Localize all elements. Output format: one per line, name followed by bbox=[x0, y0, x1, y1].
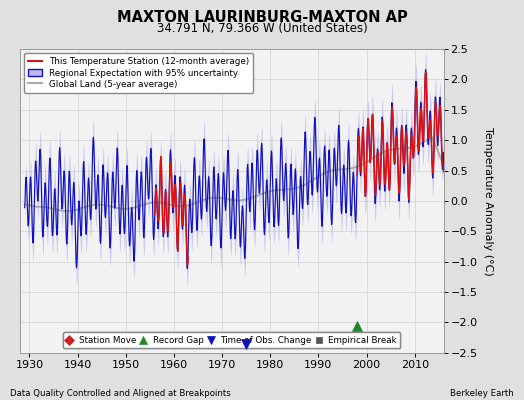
Text: Data Quality Controlled and Aligned at Breakpoints: Data Quality Controlled and Aligned at B… bbox=[10, 389, 231, 398]
Text: Berkeley Earth: Berkeley Earth bbox=[450, 389, 514, 398]
Text: MAXTON LAURINBURG-MAXTON AP: MAXTON LAURINBURG-MAXTON AP bbox=[117, 10, 407, 25]
Legend: Station Move, Record Gap, Time of Obs. Change, Empirical Break: Station Move, Record Gap, Time of Obs. C… bbox=[63, 332, 400, 348]
Y-axis label: Temperature Anomaly (°C): Temperature Anomaly (°C) bbox=[483, 126, 493, 275]
Text: 34.791 N, 79.366 W (United States): 34.791 N, 79.366 W (United States) bbox=[157, 22, 367, 35]
